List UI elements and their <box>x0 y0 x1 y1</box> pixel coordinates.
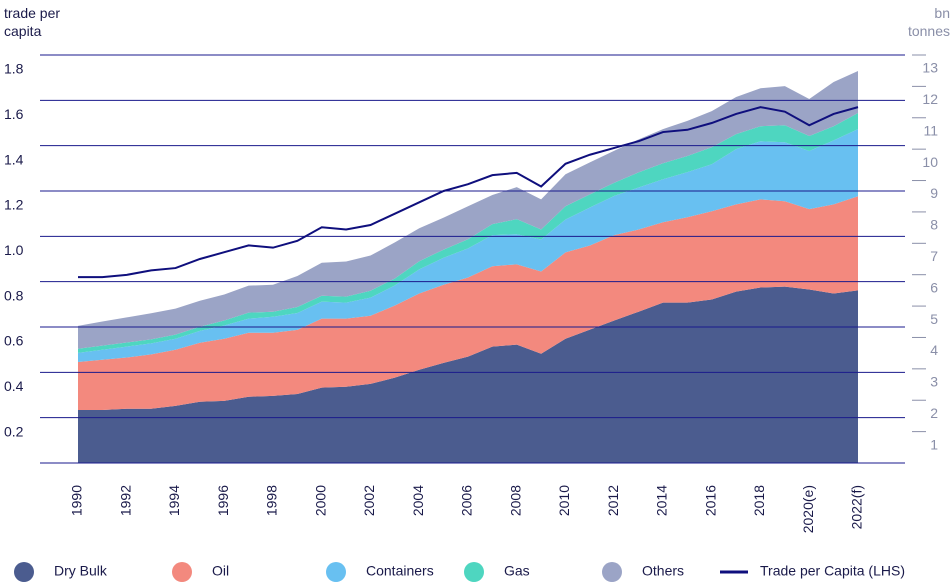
y2-tick-label: 5 <box>930 311 938 327</box>
area <box>78 71 858 349</box>
y2-tick-label: 4 <box>930 342 938 358</box>
legend-label: Containers <box>366 563 434 579</box>
legend-label: Dry Bulk <box>54 563 108 579</box>
x-tick-label: 2002 <box>361 485 377 516</box>
line <box>78 106 859 279</box>
y-tick-label: 1.6 <box>4 106 24 122</box>
y2-tick-label: 6 <box>930 279 938 295</box>
area <box>78 286 858 463</box>
y2-tick-label: 2 <box>930 405 938 421</box>
x-tick-label: 2004 <box>410 485 426 516</box>
y-tick-label: 0.4 <box>4 378 24 394</box>
y-axis-title: trade per capita <box>4 5 61 39</box>
areas <box>78 71 858 463</box>
y-tick-label: 1.4 <box>4 151 24 167</box>
x-tick-label: 1992 <box>117 485 133 516</box>
x-tick-label: 2012 <box>605 485 621 516</box>
x-tick-label: 1996 <box>215 485 231 516</box>
y2-tick-label: 13 <box>922 60 938 76</box>
x-tick-label: 1994 <box>166 485 182 516</box>
legend-label: Trade per Capita (LHS) <box>760 563 905 579</box>
y2-tick-label: 3 <box>930 374 938 390</box>
legend-swatch <box>14 562 34 582</box>
y-tick-label: 1.8 <box>4 61 24 77</box>
area <box>78 113 858 353</box>
x-tick-label: 2020(e) <box>800 485 816 533</box>
y2-tick-label: 8 <box>930 217 938 233</box>
y2-tick-label: 1 <box>930 436 938 452</box>
x-tick-label: 2018 <box>751 485 767 516</box>
y-tick-label: 0.8 <box>4 287 24 303</box>
y-tick-label: 0.6 <box>4 333 24 349</box>
legend-swatch <box>602 562 622 582</box>
x-tick-label: 2008 <box>507 485 523 516</box>
area <box>78 129 858 362</box>
x-tick-label: 2000 <box>312 485 328 516</box>
legend-label: Oil <box>212 563 229 579</box>
area <box>78 196 858 410</box>
legend-swatch <box>172 562 192 582</box>
x-tick-label: 2006 <box>459 485 475 516</box>
legend-label: Gas <box>504 563 530 579</box>
x-tick-label: 2010 <box>556 485 572 516</box>
x-tick-label: 2016 <box>702 485 718 516</box>
y2-axis-title: bn tonnes <box>907 5 950 39</box>
legend-swatch <box>464 562 484 582</box>
y-tick-label: 1.2 <box>4 197 24 213</box>
x-tick-label: 1990 <box>69 485 85 516</box>
y2-tick-label: 9 <box>930 185 938 201</box>
x-tick-label: 2022(f) <box>849 485 865 529</box>
y2-tick-label: 12 <box>922 91 938 107</box>
legend-swatch <box>326 562 346 582</box>
x-tick-label: 2014 <box>654 485 670 516</box>
y2-tick-label: 7 <box>930 248 938 264</box>
x-tick-label: 1998 <box>264 485 280 516</box>
y-tick-label: 1.0 <box>4 242 24 258</box>
legend-label: Others <box>642 563 684 579</box>
y2-tick-label: 10 <box>922 154 938 170</box>
y2-tick-label: 11 <box>923 122 938 138</box>
y-tick-label: 0.2 <box>4 423 24 439</box>
